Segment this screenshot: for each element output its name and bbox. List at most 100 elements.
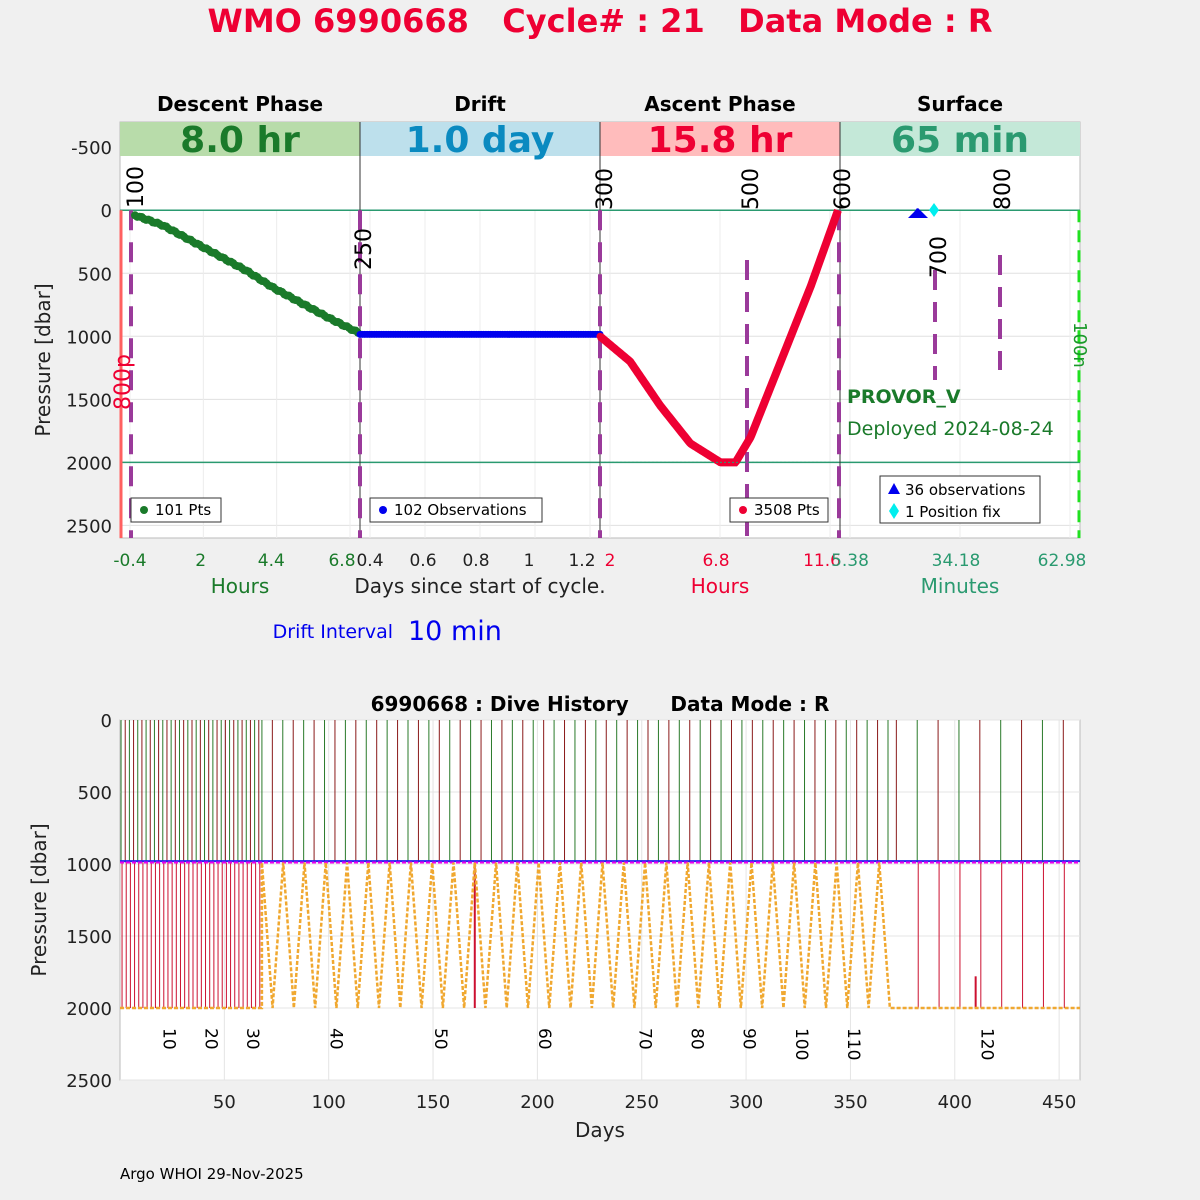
x-tick-label: 5.38 (831, 551, 869, 571)
x-tick-label: 4.4 (258, 551, 285, 571)
y-tick-label: 1000 (66, 855, 112, 876)
legend-marker (140, 506, 148, 514)
phase-title: Surface (917, 92, 1003, 116)
x-tick-label: 350 (833, 1092, 867, 1113)
legend-marker (739, 506, 747, 514)
ascent-point (755, 412, 763, 420)
cycle-label: 80 (687, 1028, 707, 1050)
drift-interval-value: 10 min (408, 616, 502, 647)
ascent-point (781, 347, 789, 355)
ascent-point (775, 363, 782, 371)
ascent-point (791, 322, 799, 330)
x-tick-label: -0.4 (113, 551, 146, 571)
x-axis-label: Hours (211, 574, 270, 598)
surface-observation-point (910, 208, 924, 218)
phase-banner (840, 122, 1080, 156)
y-tick-label: 500 (78, 264, 112, 285)
right-side-label: 100n (1069, 322, 1090, 368)
ascent-point (732, 457, 740, 465)
ascent-point (742, 441, 750, 449)
x-tick-label: 62.98 (1038, 551, 1087, 571)
ascent-point (752, 420, 760, 428)
x-tick-label: 400 (938, 1092, 972, 1113)
ascent-point (749, 428, 757, 436)
phase-duration: 1.0 day (406, 120, 555, 161)
ascent-point (804, 290, 812, 298)
ascent-point (794, 314, 802, 322)
legend-text: 3508 Pts (754, 501, 820, 519)
marker-label: 300 (593, 168, 618, 210)
x-tick-label: 6.8 (702, 551, 729, 571)
y-axis-label: Pressure [dbar] (27, 823, 51, 976)
ascent-point (768, 379, 776, 387)
x-axis-label: Minutes (921, 574, 1000, 598)
y-tick-label: 2000 (66, 999, 112, 1020)
x-tick-label: 250 (625, 1092, 659, 1113)
ascent-point (823, 236, 831, 244)
x-tick-label: 150 (416, 1092, 450, 1113)
ascent-point (807, 282, 815, 290)
cycle-label: 100 (791, 1028, 811, 1060)
marker-label: 100 (124, 166, 149, 208)
ascent-point (800, 298, 808, 306)
ascent-point (771, 371, 779, 379)
deployment-date: Deployed 2024-08-24 (847, 418, 1054, 440)
legend-marker (889, 503, 899, 519)
phase-title: Descent Phase (157, 92, 323, 116)
x-tick-label: 2 (605, 551, 616, 571)
legend-text: 101 Pts (155, 501, 211, 519)
x-tick-label: 0.6 (409, 551, 436, 571)
ascent-point (826, 227, 834, 235)
x-tick-label: 0.4 (356, 551, 383, 571)
x-tick-label: 50 (213, 1092, 236, 1113)
phase-banner (600, 122, 840, 156)
x-tick-label: 0.8 (462, 551, 489, 571)
chart-title: 6990668 : Dive History Data Mode : R (371, 692, 830, 716)
cycle-label: 70 (634, 1028, 654, 1050)
y-tick-label: 1500 (66, 390, 112, 411)
x-axis-label: Days (575, 1118, 625, 1142)
cycle-label: 110 (843, 1028, 863, 1060)
cycle-label: 40 (326, 1028, 346, 1050)
marker-label: 250 (352, 228, 377, 270)
ascent-point (765, 388, 773, 396)
phase-title: Drift (454, 92, 506, 116)
y-tick-label: 2500 (66, 516, 112, 537)
ascent-point (778, 355, 786, 363)
ascent-point (830, 218, 838, 226)
ascent-point (813, 264, 821, 272)
ascent-point (762, 396, 770, 404)
legend-text: 1 Position fix (905, 503, 1001, 521)
y-tick-label: 2500 (66, 1071, 112, 1092)
cycle-label: 10 (159, 1028, 179, 1050)
x-tick-label: 2 (195, 551, 206, 571)
x-tick-label: 300 (729, 1092, 763, 1113)
float-model: PROVOR_V (847, 386, 961, 408)
legend-marker (888, 483, 900, 494)
x-tick-label: 100 (312, 1092, 346, 1113)
position-fix-point (929, 203, 939, 217)
phase-duration: 15.8 hr (648, 120, 793, 161)
ascent-point (817, 255, 825, 263)
legend-box (369, 497, 543, 523)
cycle-label: 60 (534, 1028, 554, 1050)
left-side-label: 800p (111, 354, 136, 410)
cycle-label: 50 (430, 1028, 450, 1050)
x-axis-label: Hours (691, 574, 750, 598)
marker-label: 800 (991, 168, 1016, 210)
cycle-profile-chart: 8.0 hr Descent Phase -0.4 2 4.4 6.8 Hours 1.0 d… (31, 92, 1090, 647)
y-axis-label: Pressure [dbar] (31, 283, 55, 436)
x-tick-label: 1.2 (568, 551, 595, 571)
phase-title: Ascent Phase (644, 92, 795, 116)
x-tick-label: 200 (520, 1092, 554, 1113)
dive-history-chart: 10 20 30 40 50 60 70 80 90 100 110 120 0 500 1000 1500 2… (27, 692, 1081, 1142)
y-tick-label: -500 (71, 138, 112, 159)
profile-pressure-line (120, 862, 1080, 1010)
marker-label: 500 (739, 168, 764, 210)
ascent-point (758, 404, 766, 412)
y-tick-label: 1000 (66, 327, 112, 348)
x-axis-label: Days since start of cycle. (354, 574, 605, 598)
ascent-point (833, 209, 841, 217)
phase-duration: 8.0 hr (180, 120, 300, 161)
